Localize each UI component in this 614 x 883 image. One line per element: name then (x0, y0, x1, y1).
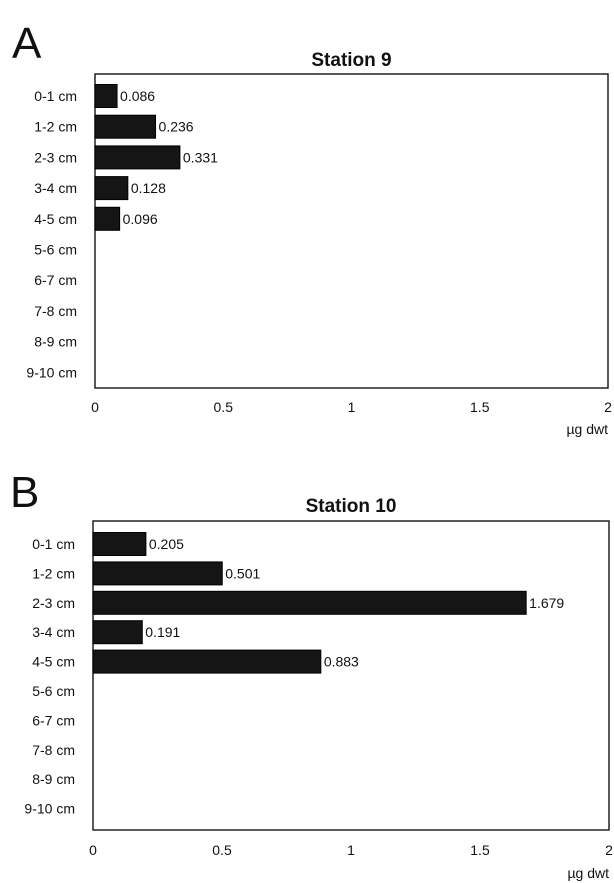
data-label: 0.205 (149, 536, 184, 552)
category-label: 0-1 cm (32, 536, 75, 552)
x-axis-label: µg dwt (567, 865, 609, 881)
bar (92, 649, 322, 674)
x-tick-label: 1.5 (470, 399, 490, 415)
data-label: 0.331 (183, 149, 218, 165)
category-label: 6-7 cm (34, 272, 77, 288)
bar (94, 114, 157, 139)
category-label: 3-4 cm (34, 180, 77, 196)
category-label: 1-2 cm (34, 119, 77, 135)
data-label: 0.086 (120, 88, 155, 104)
category-label: 9-10 cm (26, 364, 77, 380)
x-tick-label: 0.5 (214, 399, 234, 415)
x-tick-label: 2 (604, 399, 612, 415)
x-tick-label: 1 (347, 842, 355, 858)
bar (92, 561, 223, 586)
category-label: 2-3 cm (32, 595, 75, 611)
data-label: 0.236 (159, 119, 194, 135)
x-axis-label: µg dwt (566, 421, 608, 437)
category-label: 1-2 cm (32, 565, 75, 581)
category-label: 6-7 cm (32, 712, 75, 728)
category-label: 0-1 cm (34, 88, 77, 104)
data-label: 0.501 (225, 565, 260, 581)
category-label: 7-8 cm (32, 742, 75, 758)
bar (94, 176, 129, 201)
data-label: 0.096 (123, 211, 158, 227)
data-label: 0.191 (145, 624, 180, 640)
data-label: 0.128 (131, 180, 166, 196)
bar (94, 84, 118, 108)
category-label: 5-6 cm (34, 242, 77, 258)
data-label: 0.883 (324, 654, 359, 670)
chart-title: Station 9 (311, 50, 391, 71)
bar (92, 590, 527, 615)
bar (94, 145, 181, 170)
x-tick-label: 0.5 (212, 842, 232, 858)
category-label: 9-10 cm (24, 801, 75, 817)
category-label: 5-6 cm (32, 683, 75, 699)
bar (94, 206, 121, 231)
panel-letter: B (10, 468, 39, 517)
panel-letter: A (12, 19, 42, 68)
bar (92, 620, 143, 645)
chart-title: Station 10 (306, 496, 397, 517)
chart-panel-a: A Station 9 0-1 cm 0.086 1-2 cm 0.236 2-3 cm 0.… (12, 19, 612, 437)
category-label: 8-9 cm (32, 771, 75, 787)
x-tick-label: 2 (605, 842, 613, 858)
data-label: 1.679 (529, 595, 564, 611)
x-tick-label: 0 (91, 399, 99, 415)
category-label: 7-8 cm (34, 303, 77, 319)
category-label: 4-5 cm (32, 654, 75, 670)
bar (92, 532, 147, 556)
x-tick-label: 1.5 (470, 842, 490, 858)
x-tick-label: 1 (348, 399, 356, 415)
category-label: 4-5 cm (34, 211, 77, 227)
category-label: 3-4 cm (32, 624, 75, 640)
category-label: 2-3 cm (34, 149, 77, 165)
plot-area (92, 520, 610, 831)
category-label: 8-9 cm (34, 334, 77, 350)
x-tick-label: 0 (89, 842, 97, 858)
plot-area (94, 73, 609, 389)
